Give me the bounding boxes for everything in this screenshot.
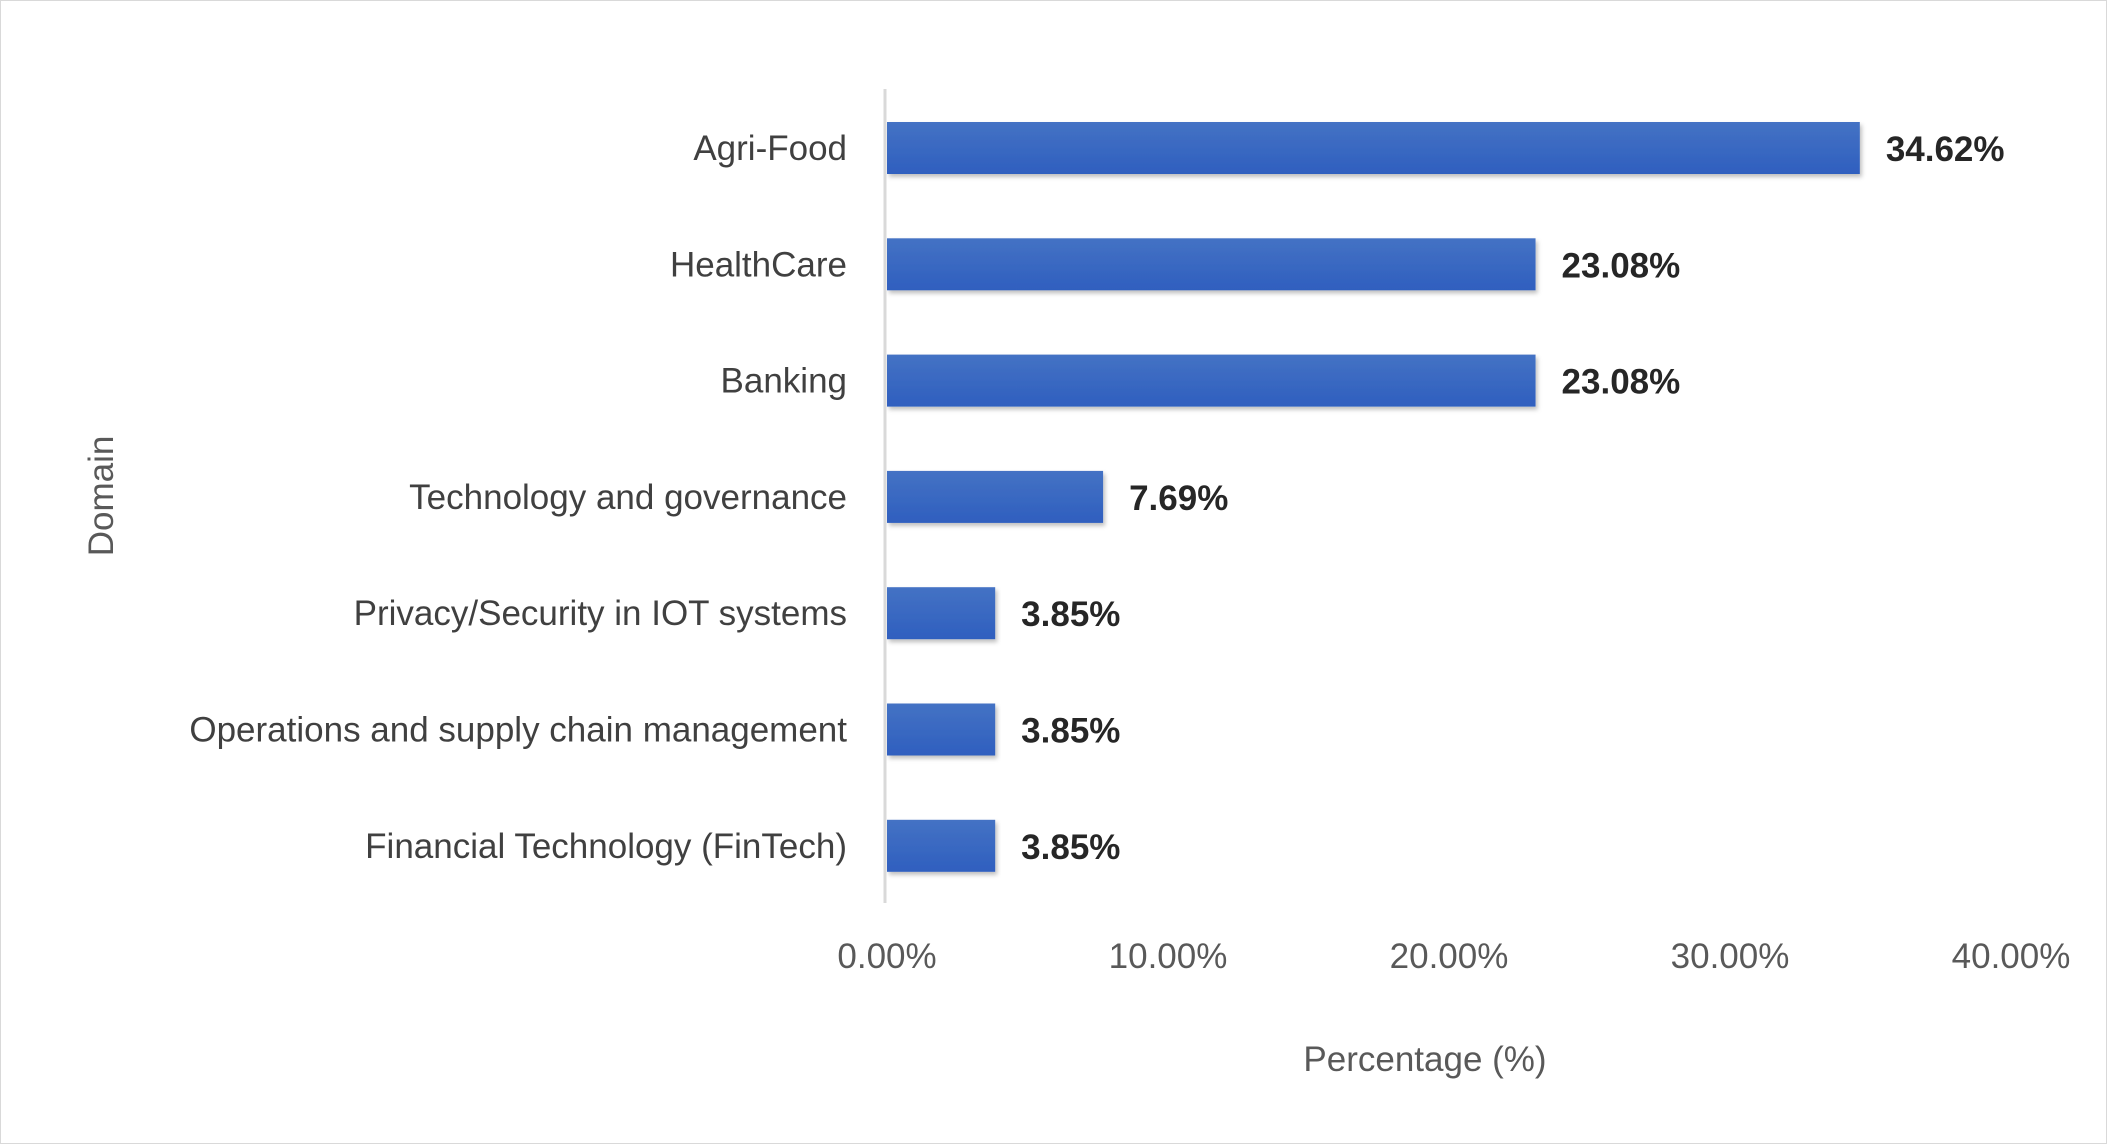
bars-layer — [887, 122, 1860, 872]
x-axis-title: Percentage (%) — [1303, 1040, 1546, 1079]
bar-0 — [887, 122, 1860, 174]
x-tick-label-4: 40.00% — [1952, 937, 2071, 976]
category-label-2: Banking — [721, 362, 847, 401]
category-labels: Agri-Food HealthCare Banking Technology and… — [189, 129, 847, 866]
x-tick-label-0: 0.00% — [837, 937, 936, 976]
value-label-5: 3.85% — [1021, 712, 1120, 751]
category-label-3: Technology and governance — [409, 478, 847, 517]
value-labels: 34.62% 23.08% 23.08% 7.69% 3.85% 3.85% 3.85% — [1021, 130, 2004, 867]
value-label-3: 7.69% — [1129, 479, 1228, 518]
bar-5 — [887, 703, 996, 756]
x-tick-labels: 0.00% 10.00% 20.00% 30.00% 40.00% — [837, 937, 2070, 976]
value-label-2: 23.08% — [1562, 363, 1681, 402]
category-label-1: HealthCare — [670, 245, 847, 284]
category-label-4: Privacy/Security in IOT systems — [354, 594, 847, 633]
value-label-6: 3.85% — [1021, 828, 1120, 867]
x-tick-label-1: 10.00% — [1109, 937, 1228, 976]
bar-2 — [887, 354, 1536, 407]
x-tick-label-2: 20.00% — [1390, 937, 1509, 976]
value-label-1: 23.08% — [1562, 246, 1681, 285]
bar-1 — [887, 238, 1536, 291]
x-tick-label-3: 30.00% — [1671, 937, 1790, 976]
value-label-0: 34.62% — [1886, 130, 2005, 169]
bar-3 — [887, 470, 1104, 523]
bar-4 — [887, 587, 996, 640]
category-label-6: Financial Technology (FinTech) — [365, 827, 847, 866]
bar-6 — [887, 819, 996, 872]
value-label-4: 3.85% — [1021, 595, 1120, 634]
y-axis-title: Domain — [82, 436, 121, 557]
category-label-0: Agri-Food — [693, 129, 847, 168]
category-label-5: Operations and supply chain management — [189, 711, 847, 750]
